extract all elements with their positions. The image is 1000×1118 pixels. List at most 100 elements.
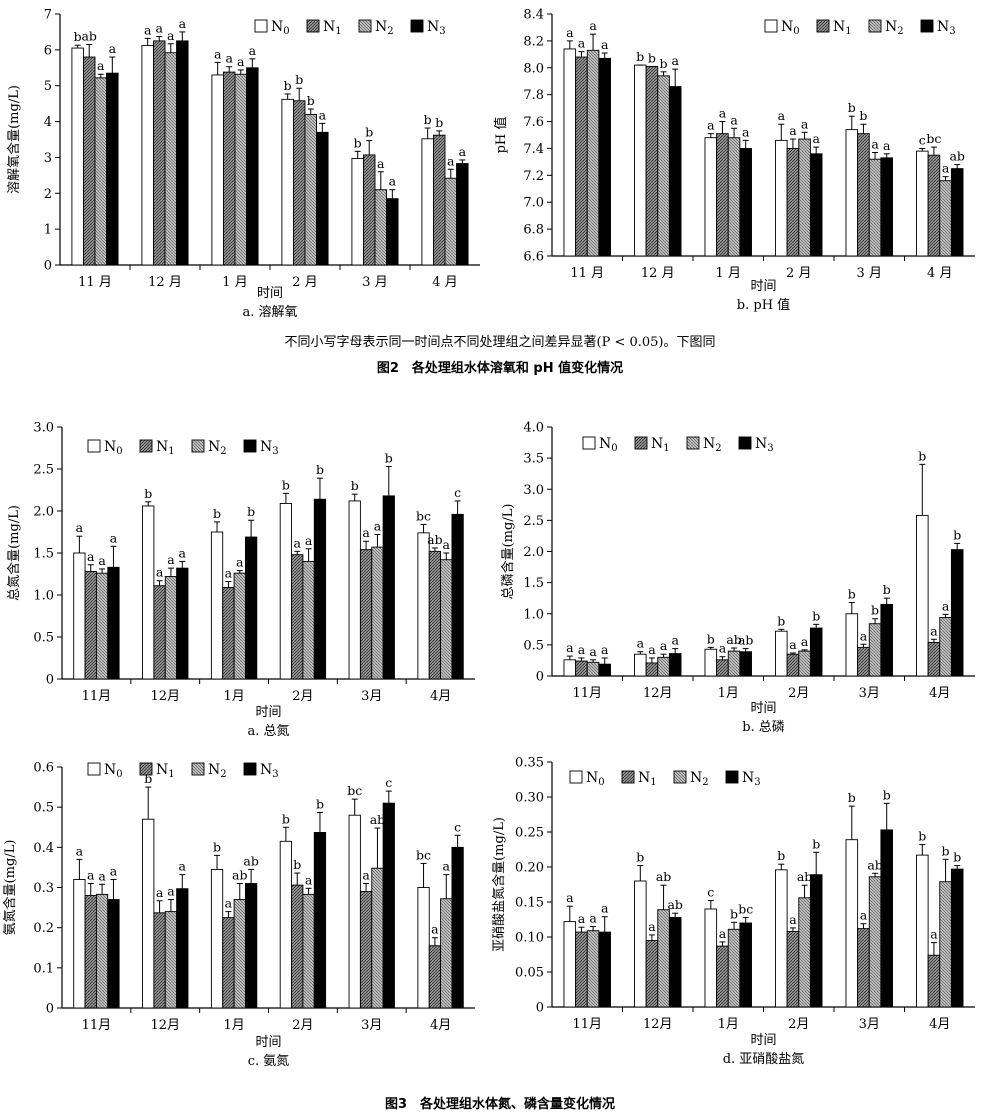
significance-letter: a — [812, 131, 820, 146]
y-tick-label: 0.05 — [515, 966, 544, 981]
bar-N0-1 — [142, 818, 155, 1009]
bar-N3-5 — [451, 513, 464, 680]
significance-letter: b — [918, 829, 926, 844]
bar-N3-0 — [598, 663, 611, 677]
bar-N3-3 — [313, 832, 327, 1009]
legend-swatch-N3 — [725, 770, 739, 784]
bar-N3-2 — [739, 922, 752, 1008]
significance-letter: a — [601, 901, 609, 916]
legend-swatch-N2 — [673, 770, 687, 784]
bar-N2-1 — [164, 576, 178, 680]
bar-N2-1 — [164, 52, 178, 266]
bar-N1-1 — [645, 65, 659, 257]
bar-N2-0 — [94, 77, 108, 266]
bar-N0-0 — [71, 47, 84, 266]
panel-caption: d. 亚硝酸盐氮 — [723, 1052, 805, 1067]
bar-N3-0 — [106, 72, 119, 266]
significance-letter: b — [848, 100, 856, 115]
y-tick-label: 7.0 — [523, 196, 544, 211]
significance-letter: b — [213, 839, 221, 854]
significance-letter: a — [109, 41, 117, 56]
significance-letter: b — [213, 506, 221, 521]
significance-letter: a — [167, 28, 175, 43]
bar-N0-5 — [916, 514, 929, 677]
y-tick-label: 0.6 — [33, 761, 54, 776]
y-tick-label: 2.5 — [33, 463, 54, 478]
significance-letter: b — [942, 843, 950, 858]
bar-N2-1 — [657, 656, 670, 677]
bar-N2-3 — [302, 893, 315, 1009]
bar-N0-3 — [281, 98, 294, 266]
y-tick-label: 4 — [44, 115, 52, 130]
significance-letter: b — [295, 72, 303, 87]
legend-label-N3: N3 — [427, 19, 446, 37]
x-axis-title: 时间 — [750, 1033, 776, 1048]
significance-letter: b — [883, 787, 891, 802]
bar-N2-1 — [164, 911, 178, 1009]
significance-letter: a — [860, 908, 868, 923]
significance-letter: a — [225, 51, 233, 66]
legend-label-N1: N1 — [833, 19, 852, 37]
significance-letter: b — [316, 462, 324, 477]
bar-N3-3 — [809, 627, 823, 677]
significance-letter: c — [707, 885, 714, 900]
x-tick-label: 1月 — [718, 686, 739, 701]
legend-label-N1: N1 — [651, 436, 670, 454]
significance-letter: b — [424, 112, 432, 127]
bar-N1-5 — [428, 550, 442, 680]
y-tick-label: 3 — [44, 151, 52, 166]
significance-letter: b — [144, 771, 152, 786]
bar-N3-4 — [880, 603, 893, 677]
x-tick-label: 12月 — [643, 686, 673, 701]
x-tick-label: 3月 — [859, 686, 880, 701]
legend-label-N0: N0 — [599, 436, 618, 454]
significance-letter: a — [671, 633, 679, 648]
y-axis-title: 溶解氧含量(mg/L) — [6, 85, 22, 194]
significance-letter: ab — [949, 149, 964, 164]
legend-swatch-N1 — [634, 436, 648, 450]
significance-letter: a — [671, 53, 679, 68]
bar-N2-4 — [371, 546, 384, 680]
legend: N0 N1 N2 N3 — [582, 436, 774, 454]
significance-letter: c — [454, 819, 461, 834]
x-tick-label: 1 月 — [716, 266, 741, 281]
significance-letter: bc — [926, 131, 941, 146]
bar-N0-0 — [563, 48, 577, 257]
significance-letter: a — [719, 106, 727, 121]
legend-label-N3: N3 — [742, 770, 761, 788]
significance-letter: ab — [867, 857, 882, 872]
bar-N1-3 — [786, 930, 800, 1008]
y-tick-label: 7.2 — [523, 169, 544, 184]
legend-label-N3: N3 — [260, 439, 279, 457]
significance-letter: a — [362, 525, 370, 540]
bar-N0-2 — [704, 137, 718, 257]
significance-letter: b — [307, 93, 315, 108]
x-tick-label: 12月 — [643, 1017, 673, 1032]
significance-letter: bc — [738, 901, 753, 916]
significance-letter: b — [385, 450, 393, 465]
bar-N0-2 — [704, 648, 718, 677]
significance-letter: a — [305, 533, 313, 548]
significance-letter: bc — [347, 783, 362, 798]
significance-letter: a — [179, 545, 187, 560]
x-tick-label: 1月 — [223, 689, 244, 704]
bar-N1-5 — [433, 134, 446, 266]
significance-letter: a — [578, 642, 586, 657]
bar-N0-2 — [210, 868, 224, 1009]
bar-N1-4 — [857, 928, 870, 1008]
legend: N0 N1 N2 N3 — [254, 19, 446, 37]
y-axis-title: 总氮含量(mg/L) — [6, 505, 22, 601]
bar-N3-2 — [244, 883, 258, 1009]
bar-N2-5 — [939, 617, 952, 677]
legend: N0 N1 N2 N3 — [569, 770, 761, 788]
y-tick-label: 1.0 — [523, 607, 544, 622]
significance-letter: a — [883, 138, 891, 153]
y-tick-label: 0 — [46, 1002, 54, 1017]
bar-N0-2 — [211, 74, 224, 266]
significance-letter: a — [730, 112, 738, 127]
legend-swatch-N0 — [87, 762, 101, 776]
legend-label-N2: N2 — [703, 436, 722, 454]
